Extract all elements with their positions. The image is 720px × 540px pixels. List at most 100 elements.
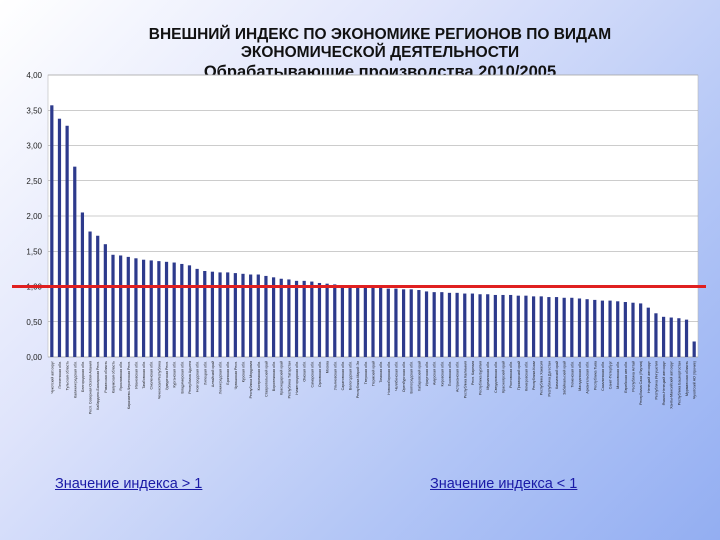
bar (432, 292, 436, 357)
x-tick-label: Красноярский край (502, 361, 506, 393)
bar (310, 281, 314, 357)
x-tick-label: Ярославская обл. (119, 361, 123, 391)
bar (684, 319, 689, 357)
x-tick-label: Кемеровская обл. (524, 361, 528, 391)
x-tick-label: Чеченская Республика (157, 361, 161, 399)
x-tick-label: Республика Калмыкия (463, 361, 467, 398)
bar (103, 244, 107, 357)
bar (271, 277, 276, 357)
x-tick-label: Челябинская обл. (394, 361, 398, 391)
bar (333, 284, 337, 357)
x-tick-label: Нижегородская обл. (295, 361, 299, 395)
x-tick-label: Свердловская обл. (494, 361, 498, 393)
bar (669, 317, 673, 357)
x-tick-label: Саратовская обл. (341, 361, 345, 390)
bar (570, 297, 574, 357)
x-tick-label: Республика Хакасия (540, 361, 544, 395)
bar (386, 288, 390, 357)
bar (577, 298, 582, 357)
x-tick-label: Санкт-Петербург (609, 360, 613, 389)
x-tick-label: Калининградская обл. (73, 361, 77, 398)
bar (210, 271, 215, 357)
bar (585, 299, 589, 357)
link-index-below-1[interactable]: Значение индекса < 1 (430, 476, 578, 492)
x-tick-label: Республика Саха (Якутия) (639, 361, 643, 405)
bar (379, 287, 383, 357)
bar (639, 303, 643, 357)
link-index-above-1[interactable]: Значение индекса > 1 (55, 476, 203, 492)
bar (126, 256, 130, 357)
bar (356, 285, 360, 357)
bar (187, 265, 192, 357)
x-tick-label: Чувашская Респ. (234, 361, 238, 389)
bar (302, 280, 306, 357)
x-tick-label: Астраханская обл. (456, 361, 460, 392)
bar (325, 283, 329, 357)
x-tick-label: Респ. Северная Осетия-Алания (89, 361, 93, 414)
x-tick-label: Еврейская авт.обл. (624, 361, 628, 393)
bar (539, 296, 543, 357)
bar (692, 341, 696, 357)
x-tick-label: Забайкальский край (563, 361, 567, 395)
bar (164, 261, 169, 357)
x-tick-label: Алтайский край (211, 361, 215, 387)
bar (409, 289, 413, 357)
x-tick-label: Липецкая обл. (203, 361, 207, 385)
bar (348, 285, 352, 357)
x-tick-label: Томская обл. (379, 361, 383, 383)
bar (50, 105, 54, 357)
x-tick-label: Республика Башкортостан (677, 361, 681, 405)
bar (203, 270, 207, 357)
bar (119, 255, 123, 357)
bar (287, 279, 291, 357)
x-tick-label: Рязанская область (104, 361, 108, 393)
x-tick-label: Ленинградская обл. (219, 361, 223, 394)
x-tick-label: Ямало-Ненецкий авт.округ (662, 360, 666, 405)
y-tick-label: 1,50 (26, 247, 42, 256)
x-tick-label: Архангельская обл. (586, 361, 590, 394)
bar (317, 282, 322, 357)
x-tick-label: Республика Адыгея (188, 361, 192, 394)
x-tick-label: Магаданская обл. (578, 361, 582, 391)
bar (654, 313, 658, 357)
x-tick-label: Костромская обл. (257, 361, 261, 390)
bar (180, 263, 184, 357)
y-tick-label: 2,00 (26, 212, 42, 221)
x-tick-label: Омская обл. (303, 361, 307, 382)
bar (394, 288, 398, 357)
bar (593, 299, 597, 357)
x-tick-label: Сахалинская обл. (601, 361, 605, 391)
bar (340, 285, 345, 357)
bar (646, 307, 650, 357)
bar-chart: 0,000,501,001,502,002,503,003,504,00Чуко… (12, 71, 706, 414)
x-tick-label: Чукотский авт.округ (50, 360, 54, 393)
bar (249, 274, 253, 357)
bar (501, 294, 505, 357)
chart-title-line-2: ЭКОНОМИЧЕСКОЙ ДЕЯТЕЛЬНОСТИ (240, 44, 520, 61)
x-tick-label: Курская обл. (242, 361, 246, 382)
x-tick-label: Респ. Карелия (471, 361, 475, 385)
y-tick-label: 0,00 (26, 353, 42, 362)
x-tick-label: Республика Бурятия (479, 361, 483, 395)
x-tick-label: Смоленская обл. (150, 361, 154, 389)
bar (524, 295, 528, 357)
x-tick-label: Чукотский АО (прочие) (693, 361, 697, 399)
x-tick-label: Приморский край (517, 361, 521, 390)
bar (547, 297, 551, 357)
bar (241, 273, 245, 357)
x-tick-label: Новгородская обл. (196, 361, 200, 392)
bar (516, 295, 520, 357)
x-tick-label: Орловская обл. (318, 361, 322, 387)
x-tick-label: Карачаево-Черкесская Респ. (127, 361, 131, 409)
x-tick-label: Ивановская обл. (134, 361, 138, 389)
x-tick-label: Кабардино-Балкарская Респ. (96, 361, 100, 410)
bar (562, 297, 566, 357)
bar (264, 275, 268, 357)
x-tick-label: Брянская обл. (226, 361, 230, 385)
x-tick-label: Хабаровский край (417, 361, 421, 391)
x-tick-label: Волгоградская обл. (410, 361, 414, 393)
bar (141, 259, 146, 357)
bar (157, 261, 161, 357)
bar (600, 300, 605, 357)
bar (424, 291, 429, 357)
